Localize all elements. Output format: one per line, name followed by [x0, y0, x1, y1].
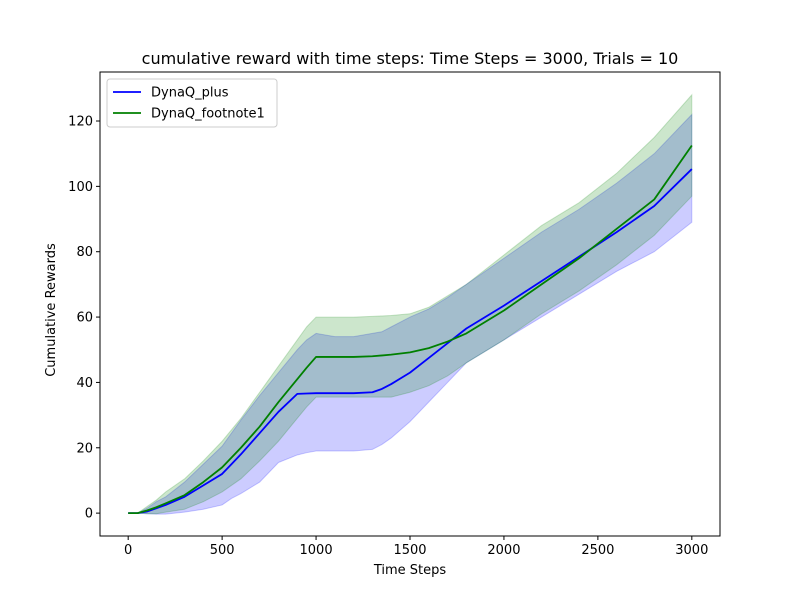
x-tick-label: 1000 — [300, 543, 333, 558]
x-tick-label: 2000 — [487, 543, 520, 558]
plot-area — [128, 93, 693, 515]
x-tick-label: 0 — [124, 543, 132, 558]
x-tick-label: 2500 — [581, 543, 614, 558]
legend-label-0: DynaQ_plus — [151, 86, 229, 101]
y-tick-label: 20 — [76, 441, 93, 456]
legend: DynaQ_plus DynaQ_footnote1 — [106, 78, 278, 128]
chart-title: cumulative reward with time steps: Time … — [142, 49, 679, 68]
y-tick-label: 120 — [68, 115, 93, 130]
y-axis-title: Cumulative Rewards — [44, 243, 59, 377]
x-tick-label: 3000 — [675, 543, 708, 558]
y-tick-label: 40 — [76, 376, 93, 391]
series-line-0 — [128, 168, 693, 515]
axes: 0 500 1000 1500 2000 2500 3000 0 20 40 60 80 100 120 — [68, 71, 721, 558]
legend-label-1: DynaQ_footnote1 — [151, 107, 265, 122]
y-tick-label: 0 — [85, 507, 93, 522]
legend-box — [106, 78, 278, 128]
x-tick-label: 500 — [210, 543, 235, 558]
y-tick-label: 100 — [68, 180, 93, 195]
y-tick-label: 60 — [76, 311, 93, 326]
y-tick-label: 80 — [76, 245, 93, 260]
x-tick-label: 1500 — [393, 543, 426, 558]
series-line-1 — [128, 145, 693, 515]
x-axis-title: Time Steps — [373, 563, 447, 578]
